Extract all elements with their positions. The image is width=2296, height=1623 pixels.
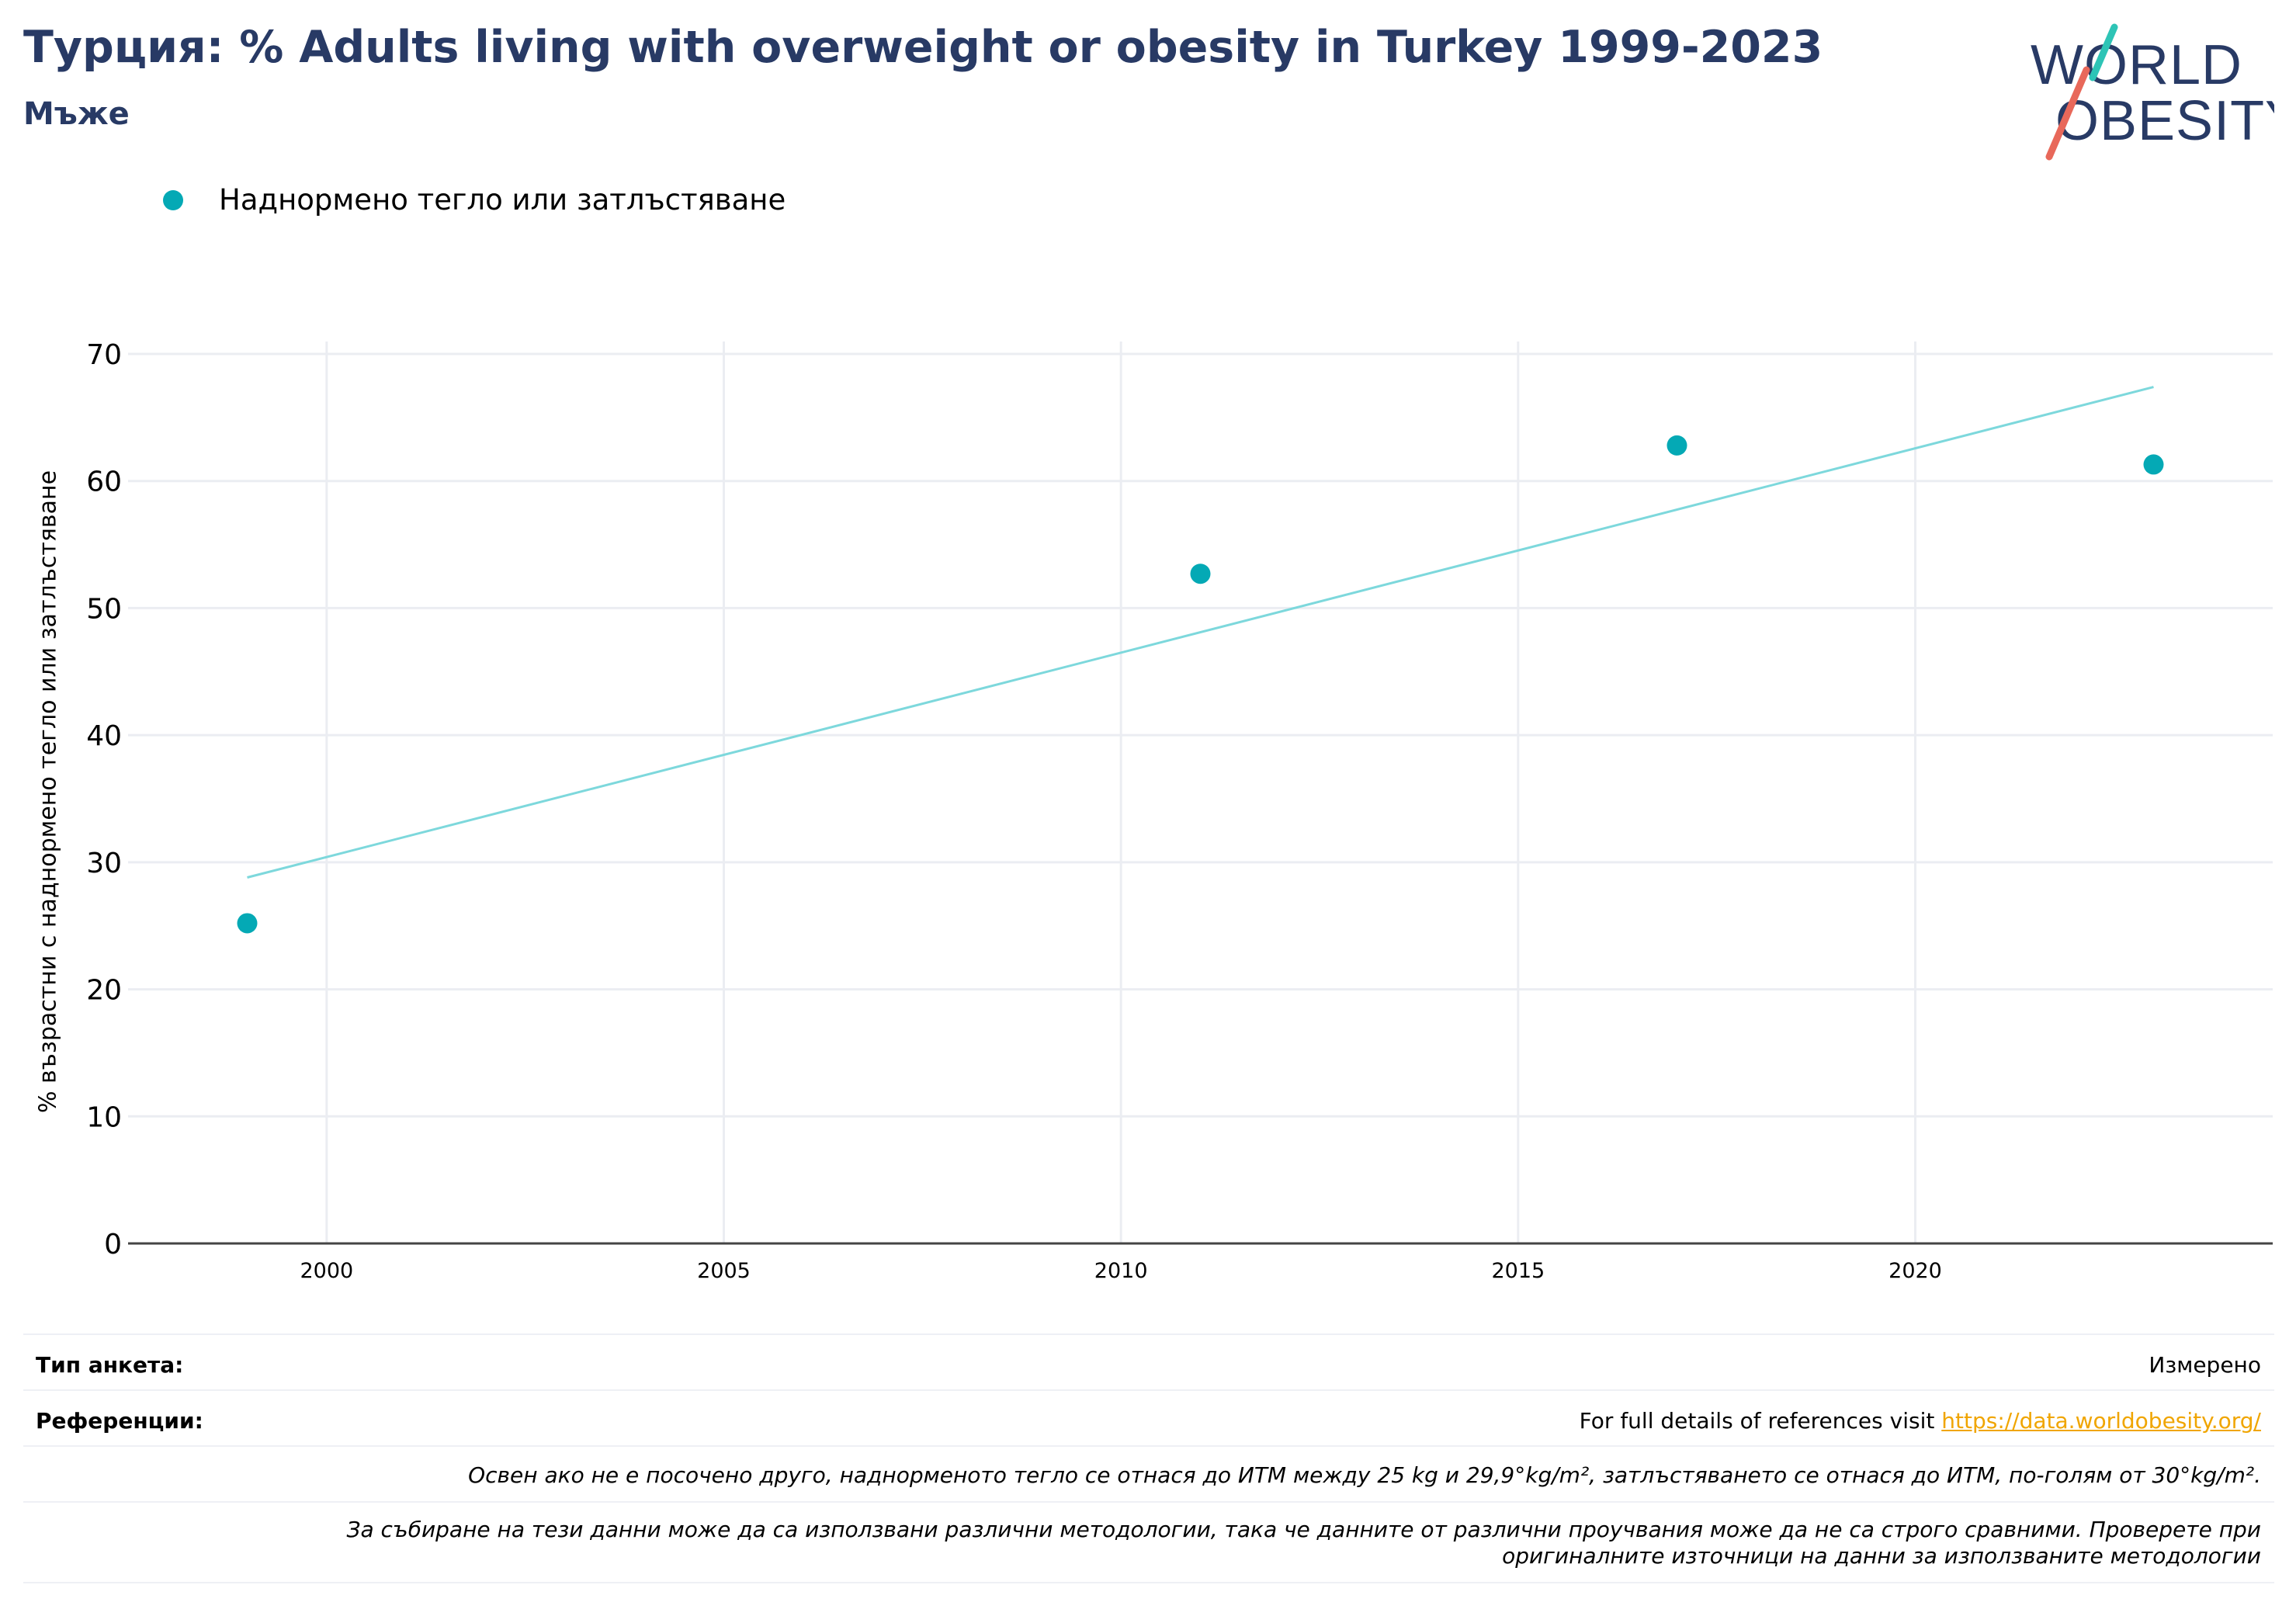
footer-divider <box>23 1501 2274 1503</box>
footer-divider <box>23 1582 2274 1583</box>
logo-slash-top <box>2089 23 2118 81</box>
bmi-note: Освен ако не е посочено друго, наднормен… <box>468 1462 2261 1488</box>
chart-subtitle: Мъже <box>23 96 130 132</box>
logo-text-obesity: OBESITY <box>2055 90 2274 152</box>
y-tick-label: 20 <box>86 975 122 1007</box>
y-tick-label: 60 <box>86 466 122 498</box>
y-tick-label: 50 <box>86 593 122 625</box>
x-tick-label: 2010 <box>1094 1259 1148 1283</box>
references-text: For full details of references visit <box>1579 1408 1942 1434</box>
x-tick-label: 2015 <box>1491 1259 1545 1283</box>
chart-title: Турция: % Adults living with overweight … <box>23 22 1823 73</box>
y-tick-label: 40 <box>86 720 122 752</box>
y-tick-label: 30 <box>86 848 122 879</box>
x-tick-label: 2020 <box>1888 1259 1942 1283</box>
x-tick-label: 2005 <box>697 1259 751 1283</box>
y-tick-label: 10 <box>86 1101 122 1133</box>
legend-marker <box>163 189 183 210</box>
data-point <box>1190 564 1211 584</box>
y-tick-label: 0 <box>104 1229 122 1261</box>
logo-slash-bottom <box>2045 66 2090 161</box>
footer-divider <box>23 1333 2274 1335</box>
chart-legend[interactable]: Наднормено тегло или затлъстяване <box>163 183 786 217</box>
data-point <box>1667 435 1687 456</box>
x-tick-label: 2000 <box>300 1259 353 1283</box>
trend-line <box>247 386 2154 879</box>
y-tick-label: 70 <box>86 339 122 371</box>
footer-divider <box>23 1445 2274 1447</box>
methodology-note-line1: За събиране на тези данни може да са изп… <box>346 1517 2262 1542</box>
world-obesity-logo: WORLD OBESITY <box>2031 23 2274 161</box>
logo-text-world: WORLD <box>2031 34 2242 96</box>
legend-label: Наднормено тегло или затлъстяване <box>219 183 786 217</box>
data-point <box>2143 454 2164 475</box>
survey-type-label: Тип анкета: <box>36 1352 184 1378</box>
methodology-note-line2: оригиналните източници на данни за изпол… <box>1502 1543 2261 1569</box>
references-link[interactable]: https://data.worldobesity.org/ <box>1941 1408 2261 1434</box>
references-label: Референции: <box>36 1408 203 1434</box>
survey-type-value: Измерено <box>2149 1352 2261 1378</box>
data-point <box>237 913 258 934</box>
footer-divider <box>23 1389 2274 1391</box>
references-value: For full details of references visit htt… <box>1580 1408 2261 1434</box>
chart-plot-area: 0 10 20 30 40 50 60 70 2000 2005 2010 2015 2020 <box>86 339 2273 1283</box>
